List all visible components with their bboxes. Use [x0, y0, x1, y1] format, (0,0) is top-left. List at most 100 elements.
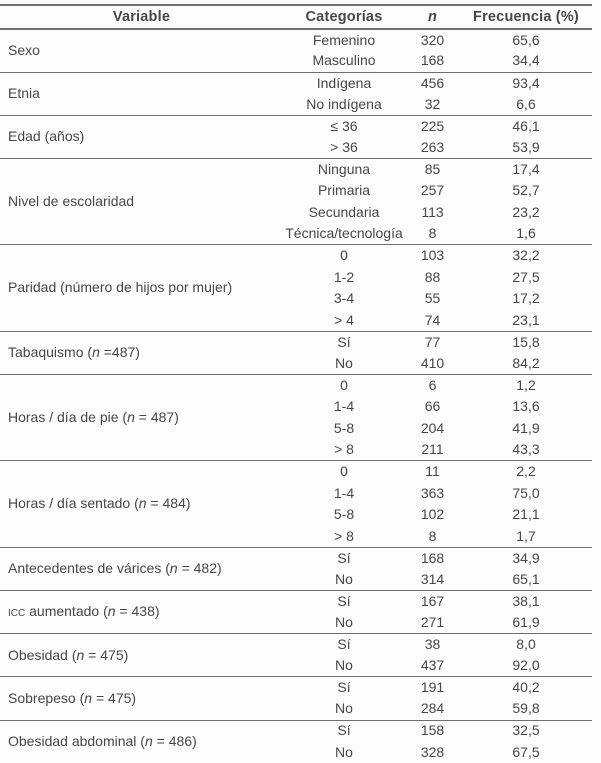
table-row: Masculino 168 34,4 [0, 51, 592, 73]
variable-cell: Antecedentes de várices (n = 482) [0, 546, 283, 591]
n-cell: 363 [420, 484, 445, 501]
table-row: Horas / día de pie (n = 487) 0 6 1,2 [0, 373, 592, 461]
variable-cell: Tabaquismo (n =487) [0, 330, 283, 375]
frequency-cell: 13,6 [512, 398, 540, 415]
n-italic-label: n [84, 689, 93, 706]
frequency-cell: 32,5 [460, 719, 592, 742]
variable-cell: Sobrepeso (n = 475) [0, 676, 283, 720]
category-cell: 0 [283, 244, 405, 267]
category-cell: Masculino [312, 52, 376, 69]
category-cell: Sí [283, 330, 405, 353]
frequency-cell: 27,5 [512, 268, 540, 285]
table-row: No 437 92,0 [0, 655, 592, 677]
category-cell: 5-8 [333, 419, 355, 436]
table-row: icc aumentado (n = 438) Sí 167 38,1 [0, 589, 592, 634]
n-cell: 284 [420, 700, 445, 717]
category-cell: No [335, 657, 353, 674]
table-row: Técnica/tecnología 8 1,6 [0, 223, 592, 245]
category-cell: > 4 [334, 311, 354, 328]
n-cell: 204 [420, 419, 445, 436]
frequency-cell: 17,2 [512, 290, 540, 307]
category-cell: 0 [283, 460, 405, 483]
n-cell: 66 [424, 398, 441, 415]
frequency-cell: 59,8 [512, 700, 540, 717]
n-italic-label: n [144, 733, 153, 750]
category-cell: No [335, 743, 353, 760]
category-cell: 0 [283, 374, 405, 397]
n-cell: 55 [424, 290, 441, 307]
frequency-cell: 32,2 [460, 244, 592, 267]
n-cell: 11 [405, 460, 460, 483]
category-cell: > 8 [334, 527, 354, 544]
frequency-cell: 1,7 [516, 527, 536, 544]
variable-cell: Horas / día sentado (n = 484) [0, 460, 283, 548]
category-cell: 1-2 [333, 268, 355, 285]
category-cell: Sí [283, 719, 405, 742]
n-cell: 158 [405, 719, 460, 742]
table-row: No 410 84,2 [0, 353, 592, 375]
category-cell: 1-4 [333, 484, 355, 501]
frequency-cell: 23,2 [512, 203, 540, 220]
n-cell: 191 [405, 676, 460, 699]
n-cell: 88 [424, 268, 441, 285]
column-header-variable: Variable [0, 4, 283, 30]
category-cell: Sí [283, 589, 405, 613]
frequency-cell: 93,4 [460, 71, 592, 94]
n-cell: 271 [420, 613, 445, 630]
category-cell: > 36 [330, 138, 358, 155]
frequency-cell: 1,6 [516, 225, 536, 242]
category-cell: Femenino [283, 28, 405, 51]
n-cell: 328 [420, 743, 445, 760]
n-italic-label: n [169, 560, 178, 577]
category-cell: Secundaria [308, 203, 380, 220]
frequency-cell: 84,2 [512, 354, 540, 371]
table-row: 1-2 88 27,5 [0, 267, 592, 289]
table-row: No 271 61,9 [0, 612, 592, 634]
n-cell: 314 [420, 570, 445, 587]
table-row: > 4 74 23,1 [0, 310, 592, 332]
category-cell: No indígena [306, 95, 382, 112]
frequency-cell: 92,0 [512, 657, 540, 674]
table-row: Obesidad (n = 475) Sí 38 8,0 [0, 633, 592, 677]
frequency-cell: 52,7 [512, 182, 540, 199]
variable-cell: Edad (años) [0, 114, 283, 159]
category-cell: 5-8 [333, 506, 355, 523]
category-cell: Primaria [317, 182, 371, 199]
n-cell: 320 [405, 28, 460, 51]
n-cell: 263 [420, 138, 445, 155]
category-cell: Sí [283, 546, 405, 569]
category-cell: Sí [283, 676, 405, 699]
frequency-cell: 1,2 [460, 374, 592, 397]
frequency-cell: 23,1 [512, 311, 540, 328]
table-row: No 328 67,5 [0, 742, 592, 763]
table-body: Sexo Femenino 320 65,6 Masculino 168 34,4 Etnia… [0, 28, 592, 763]
n-cell: 410 [420, 354, 445, 371]
table-row: > 8 8 1,7 [0, 526, 592, 548]
category-cell: Indígena [283, 71, 405, 94]
n-cell: 437 [420, 657, 445, 674]
n-cell: 32 [424, 95, 441, 112]
frequency-cell: 75,0 [512, 484, 540, 501]
descriptive-frequency-table: Variable Categorías n Frecuencia (%) Sex… [0, 4, 592, 763]
column-header-n: n [405, 4, 460, 30]
n-cell: 211 [421, 441, 444, 458]
n-cell: 103 [405, 244, 460, 267]
n-cell: 8 [428, 225, 437, 242]
category-cell: 3-4 [333, 290, 355, 307]
frequency-cell: 65,6 [460, 28, 592, 51]
frequency-cell: 17,4 [460, 158, 592, 181]
variable-cell: Horas / día de pie (n = 487) [0, 373, 283, 461]
frequency-cell: 40,2 [460, 676, 592, 699]
table-row: Horas / día sentado (n = 484) 0 11 2,2 [0, 460, 592, 548]
table-row: > 8 211 43,3 [0, 439, 592, 461]
table-row: 1-4 363 75,0 [0, 482, 592, 504]
table-row: 5-8 102 21,1 [0, 504, 592, 526]
n-cell: 167 [405, 589, 460, 613]
n-cell: 168 [405, 546, 460, 569]
category-cell: No [335, 613, 353, 630]
table-row: Sobrepeso (n = 475) Sí 191 40,2 [0, 676, 592, 720]
table-row: 5-8 204 41,9 [0, 418, 592, 440]
table-row: Paridad (número de hijos por mujer) 0 103 3… [0, 244, 592, 332]
category-cell: ≤ 36 [283, 114, 405, 137]
